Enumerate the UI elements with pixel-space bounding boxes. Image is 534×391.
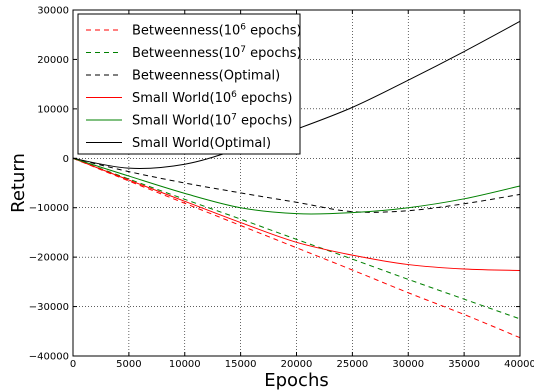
- legend-entry: Betweenness(106 epochs): [132, 23, 302, 39]
- legend-entry: Small World(106 epochs): [132, 90, 292, 106]
- legend-entry: Small World(Optimal): [132, 136, 271, 151]
- legend: Betweenness(106 epochs) Betweenness(107 e…: [78, 14, 302, 154]
- y-tick-label: −20000: [29, 253, 69, 264]
- x-tick-label: 25000: [336, 359, 368, 370]
- y-tick-label: 30000: [37, 6, 69, 17]
- y-tick-label: −40000: [29, 352, 69, 363]
- x-tick-label: 30000: [392, 359, 424, 370]
- x-tick-label: 0: [70, 359, 76, 370]
- legend-entry: Betweenness(Optimal): [132, 69, 280, 84]
- x-tick-label: 40000: [504, 359, 534, 370]
- x-tick-label: 15000: [225, 359, 257, 370]
- legend-entry: Small World(107 epochs): [132, 113, 292, 129]
- x-tick-label: 20000: [281, 359, 313, 370]
- x-tick-label: 10000: [169, 359, 201, 370]
- x-axis-label: Epochs: [264, 370, 329, 391]
- x-tick-label: 5000: [116, 359, 141, 370]
- y-axis-label: Return: [8, 153, 29, 213]
- legend-entry: Betweenness(107 epochs): [132, 45, 302, 61]
- y-tick-label: −10000: [29, 203, 69, 214]
- y-tick-label: 20000: [37, 55, 69, 66]
- x-tick-label: 35000: [448, 359, 480, 370]
- y-tick-label: −30000: [29, 302, 69, 313]
- y-tick-label: 10000: [37, 104, 69, 115]
- y-tick-label: 0: [63, 154, 69, 165]
